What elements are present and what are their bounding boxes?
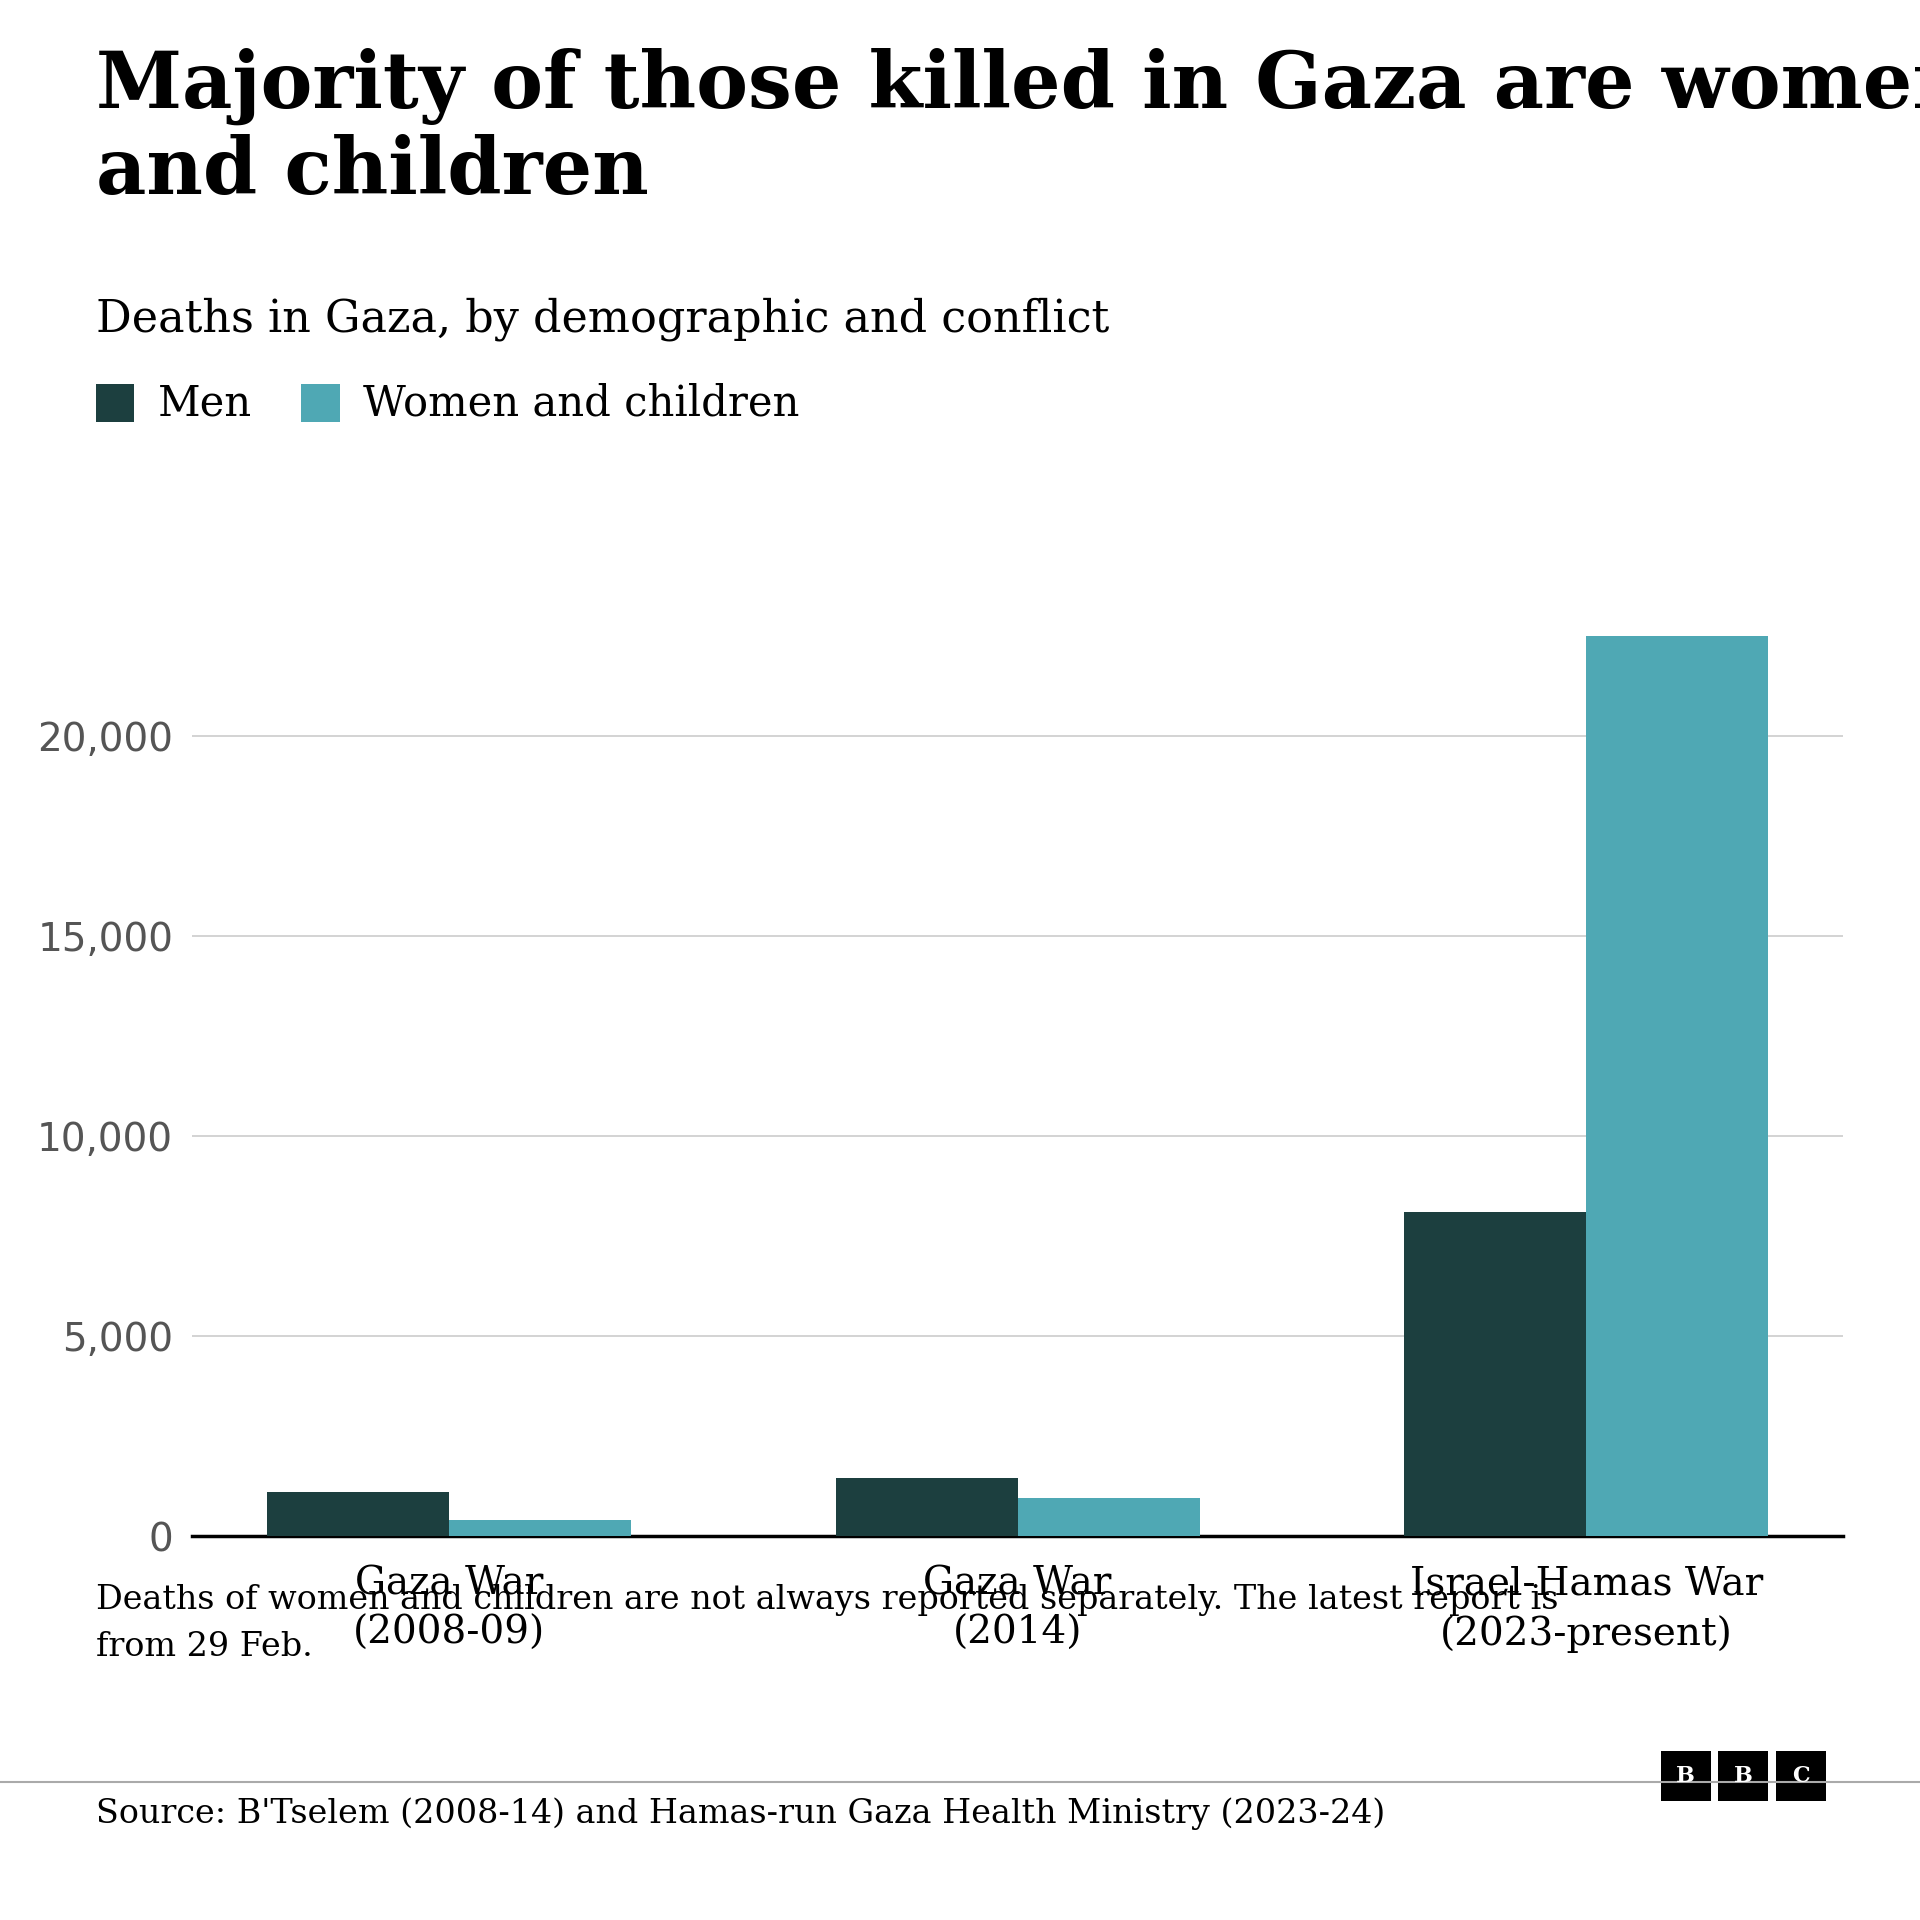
Bar xyxy=(835,1478,1018,1536)
Bar xyxy=(1018,1498,1200,1536)
Text: Majority of those killed in Gaza are women
and children: Majority of those killed in Gaza are wom… xyxy=(96,48,1920,211)
Bar xyxy=(267,1492,449,1536)
Text: B: B xyxy=(1734,1764,1753,1788)
Bar xyxy=(1404,1212,1586,1536)
Text: Deaths in Gaza, by demographic and conflict: Deaths in Gaza, by demographic and confl… xyxy=(96,298,1110,342)
Bar xyxy=(449,1521,632,1536)
Text: B: B xyxy=(1676,1764,1695,1788)
Text: C: C xyxy=(1791,1764,1811,1788)
Text: Men: Men xyxy=(157,382,252,424)
Text: Deaths of women and children are not always reported separately. The latest repo: Deaths of women and children are not alw… xyxy=(96,1584,1559,1663)
Text: Source: B'Tselem (2008-14) and Hamas-run Gaza Health Ministry (2023-24): Source: B'Tselem (2008-14) and Hamas-run… xyxy=(96,1797,1384,1830)
Text: Women and children: Women and children xyxy=(363,382,799,424)
Bar xyxy=(1586,636,1768,1536)
